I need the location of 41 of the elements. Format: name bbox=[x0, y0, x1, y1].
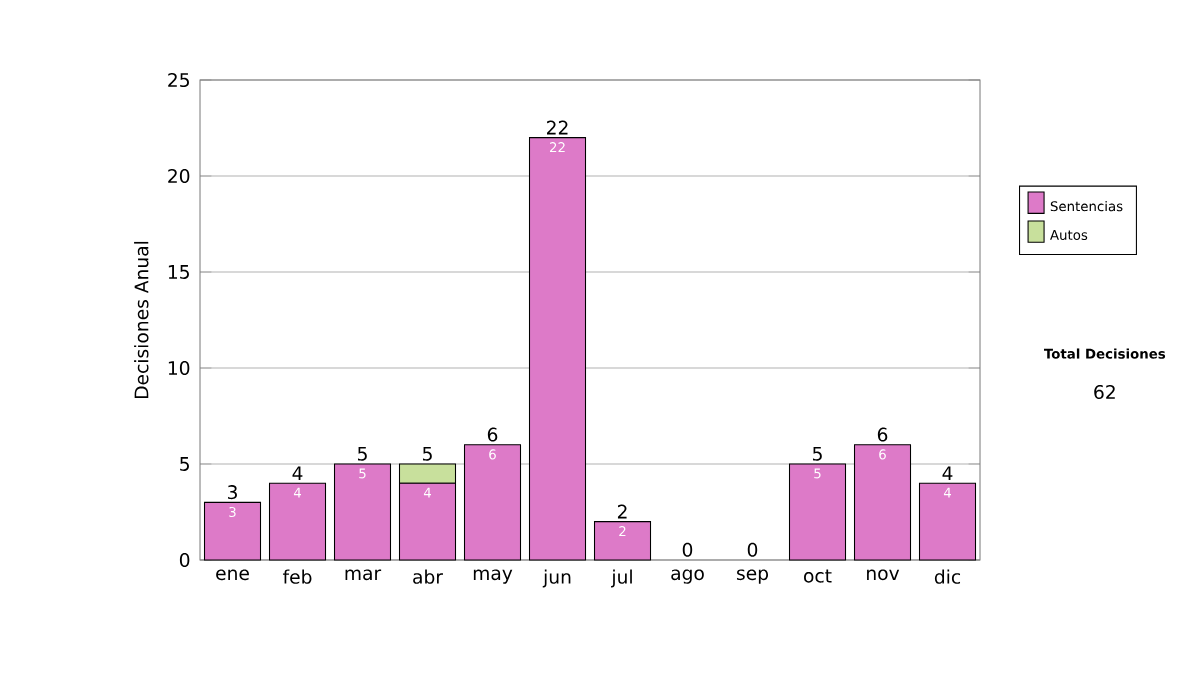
x-tick-label: sep bbox=[736, 569, 769, 584]
total-label: 4 bbox=[942, 466, 953, 480]
total-label: 5 bbox=[422, 446, 432, 461]
total-label: 0 bbox=[747, 542, 758, 557]
bar bbox=[203, 501, 262, 561]
y-tick-label: 0 bbox=[179, 552, 190, 568]
bar bbox=[333, 463, 392, 561]
y-tick-label: 15 bbox=[168, 265, 189, 279]
x-tick-label: nov bbox=[867, 569, 900, 581]
total-label: 3 bbox=[227, 485, 237, 500]
y-tick-label: 5 bbox=[180, 457, 189, 471]
x-tick-label: oct bbox=[804, 569, 832, 583]
total-label: 0 bbox=[682, 542, 693, 557]
bar bbox=[268, 482, 327, 561]
x-tick-label: dic bbox=[934, 569, 961, 584]
y-axis-title: Decisiones Anual bbox=[134, 241, 149, 398]
bar bbox=[788, 463, 847, 561]
bar bbox=[593, 521, 652, 561]
x-tick-label: may bbox=[473, 569, 513, 584]
x-tick-label: abr bbox=[413, 569, 443, 584]
x-tick-label: jun bbox=[542, 569, 571, 588]
bar bbox=[463, 444, 522, 561]
y-tick-label: 10 bbox=[168, 360, 190, 376]
x-tick-label: mar bbox=[345, 569, 382, 581]
total-label: 22 bbox=[547, 120, 568, 135]
bar bbox=[918, 482, 977, 561]
total-label: 6 bbox=[877, 427, 888, 442]
total-label: 4 bbox=[292, 466, 303, 480]
text: 62 bbox=[1094, 384, 1115, 400]
x-tick-label: jul bbox=[611, 569, 632, 588]
bar bbox=[853, 444, 912, 561]
total-label: 5 bbox=[357, 446, 367, 461]
total-label: 2 bbox=[617, 504, 627, 519]
total-label: 6 bbox=[487, 427, 498, 442]
x-tick-label: ene bbox=[216, 569, 249, 581]
y-tick-label: 20 bbox=[168, 168, 190, 184]
y-tick-label: 25 bbox=[168, 72, 189, 88]
x-tick-label: feb bbox=[282, 569, 312, 584]
x-tick-label: ago bbox=[671, 569, 704, 584]
bar bbox=[528, 137, 587, 561]
total-label: 5 bbox=[812, 446, 822, 461]
